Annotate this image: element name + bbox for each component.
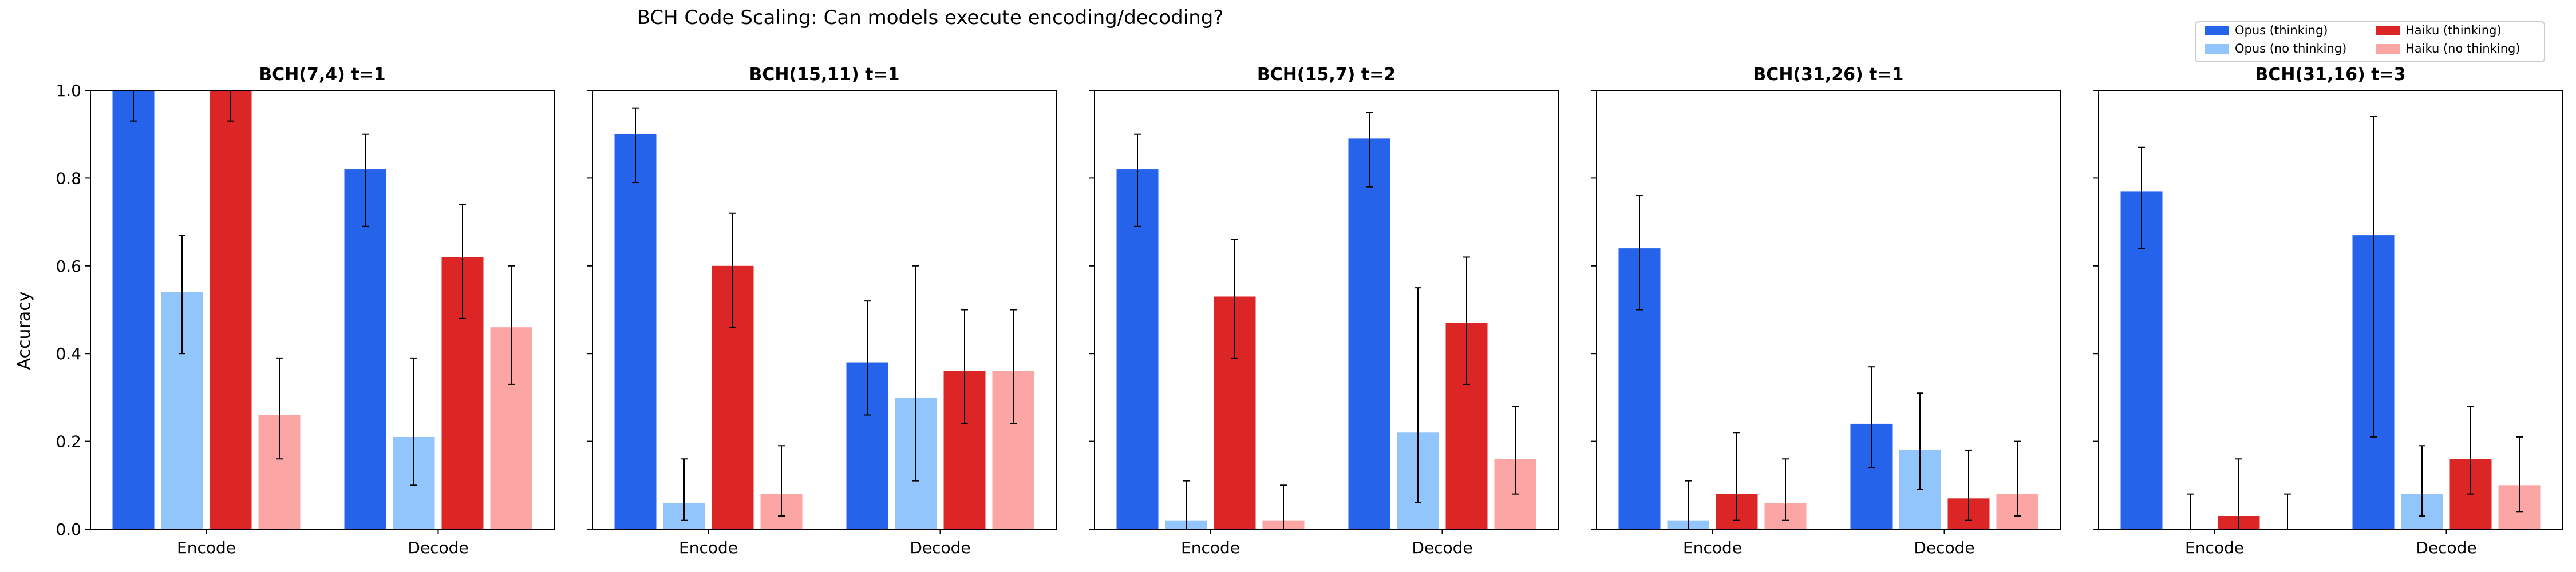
axes-frame bbox=[1596, 90, 2061, 530]
panel-title: BCH(31,26) t=1 bbox=[1753, 65, 1903, 85]
bar bbox=[614, 134, 657, 529]
legend-item: Haiku (thinking) bbox=[2376, 23, 2502, 37]
legend-swatch bbox=[2376, 26, 2400, 35]
panel-2: BCH(15,11) t=1 Encode Decode bbox=[587, 65, 1057, 557]
panel-title: BCH(31,16) t=3 bbox=[2255, 65, 2405, 85]
x-tick-label: Encode bbox=[177, 538, 236, 557]
bar bbox=[112, 90, 155, 529]
y-tick-label: 0.8 bbox=[56, 169, 81, 188]
x-tick-label: Encode bbox=[1181, 538, 1240, 557]
legend-swatch bbox=[2205, 44, 2229, 54]
bar bbox=[1116, 169, 1159, 529]
panel-4: BCH(31,26) t=1 Encode Decode bbox=[1591, 65, 2061, 557]
panel-1: BCH(7,4) t=1 0.0 0.2 0.4 0.6 0.8 1.0 Encode Deco… bbox=[56, 65, 555, 557]
panel-title: BCH(15,11) t=1 bbox=[749, 65, 899, 85]
legend-label: Haiku (thinking) bbox=[2405, 23, 2502, 37]
legend-label: Haiku (no thinking) bbox=[2405, 42, 2520, 55]
x-tick-label: Decode bbox=[1412, 538, 1472, 557]
bar bbox=[1348, 138, 1390, 529]
y-axis-label: Accuracy bbox=[14, 292, 34, 370]
panel-3: BCH(15,7) t=2 Encode Decode bbox=[1089, 65, 1559, 557]
x-tick-label: Decode bbox=[910, 538, 970, 557]
y-tick-label: 0.6 bbox=[56, 257, 81, 276]
legend: Opus (thinking) Opus (no thinking) Haiku (… bbox=[2195, 21, 2545, 62]
figure-title: BCH Code Scaling: Can models execute enc… bbox=[637, 6, 1224, 29]
x-tick-label: Decode bbox=[408, 538, 468, 557]
legend-item: Opus (thinking) bbox=[2205, 23, 2328, 37]
x-tick-label: Decode bbox=[2416, 538, 2476, 557]
y-tick-label: 0.0 bbox=[56, 520, 81, 539]
axes-frame bbox=[1094, 90, 1559, 530]
panel-title: BCH(7,4) t=1 bbox=[259, 65, 385, 85]
legend-frame bbox=[2195, 21, 2545, 62]
legend-swatch bbox=[2205, 26, 2229, 35]
legend-item: Opus (no thinking) bbox=[2205, 42, 2346, 55]
bar bbox=[344, 169, 386, 529]
y-tick-label: 1.0 bbox=[56, 81, 81, 100]
y-tick-label: 0.4 bbox=[56, 344, 81, 363]
axes-frame bbox=[90, 90, 555, 530]
bar bbox=[210, 90, 252, 529]
x-tick-label: Decode bbox=[1914, 538, 1974, 557]
panel-title: BCH(15,7) t=2 bbox=[1257, 65, 1396, 85]
y-tick-label: 0.2 bbox=[56, 432, 81, 451]
panel-5: BCH(31,16) t=3 Encode Decode bbox=[2093, 65, 2563, 557]
legend-label: Opus (no thinking) bbox=[2235, 42, 2346, 55]
legend-item: Haiku (no thinking) bbox=[2376, 42, 2520, 55]
legend-label: Opus (thinking) bbox=[2235, 23, 2328, 37]
chart-panels: BCH(7,4) t=1 0.0 0.2 0.4 0.6 0.8 1.0 Encode Deco… bbox=[56, 65, 2563, 557]
legend-swatch bbox=[2376, 44, 2400, 54]
axes-frame bbox=[592, 90, 1057, 530]
x-tick-label: Encode bbox=[1683, 538, 1742, 557]
x-tick-label: Encode bbox=[679, 538, 738, 557]
x-tick-label: Encode bbox=[2185, 538, 2244, 557]
axes-frame bbox=[2098, 90, 2563, 530]
